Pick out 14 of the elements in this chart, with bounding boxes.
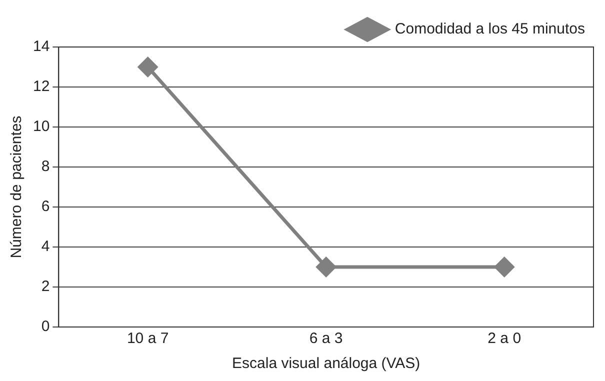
y-axis-title: Número de pacientes: [8, 116, 26, 258]
legend-label: Comodidad a los 45 minutos: [394, 20, 585, 38]
y-tick-label: 10: [32, 118, 50, 136]
y-tick-label: 12: [32, 78, 50, 96]
x-axis-title: Escala visual análoga (VAS): [232, 355, 420, 372]
x-tick-label: 6 a 3: [309, 330, 343, 348]
y-tick-label: 2: [41, 278, 50, 296]
y-tick-label: 14: [32, 38, 50, 56]
y-tick-label: 8: [41, 158, 50, 176]
y-tick-label: 4: [41, 238, 50, 256]
x-tick-label: 2 a 0: [488, 330, 522, 348]
x-tick-label: 10 a 7: [126, 330, 169, 348]
y-tick-label: 0: [41, 318, 50, 336]
y-tick-label: 6: [41, 198, 50, 216]
